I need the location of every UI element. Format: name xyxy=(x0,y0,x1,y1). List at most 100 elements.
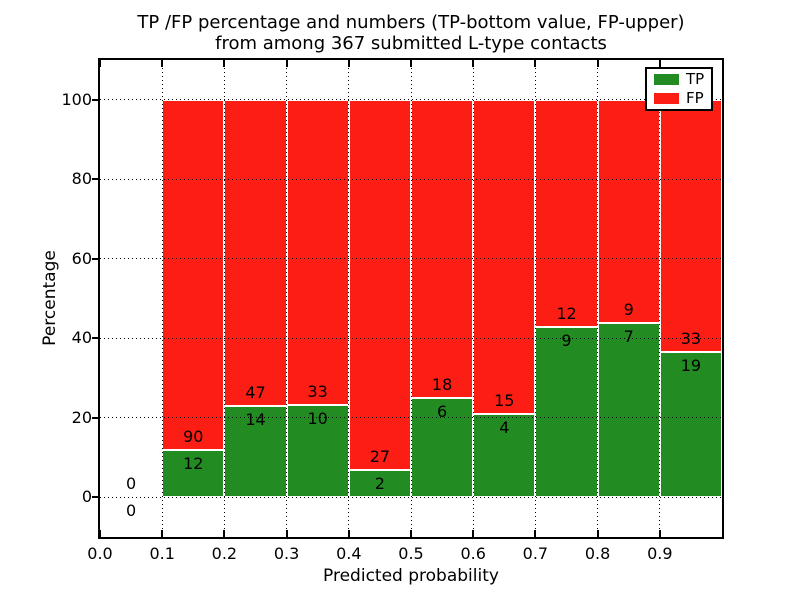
x-tick-top xyxy=(472,60,475,67)
bar-tp-segment xyxy=(597,323,660,498)
x-tick xyxy=(596,530,599,537)
bar-tp-segment xyxy=(411,397,474,498)
y-tick-label: 80 xyxy=(71,169,92,189)
x-tick-top xyxy=(99,60,101,67)
legend-entry-fp: FP xyxy=(654,88,704,107)
tp-color-swatch xyxy=(654,74,679,86)
y-tick-label: 0 xyxy=(81,487,92,507)
y-tick xyxy=(92,98,100,101)
annotation-fp-count: 47 xyxy=(245,383,266,403)
bar-tp-segment xyxy=(535,326,598,498)
annotation-fp-count: 12 xyxy=(556,303,577,323)
x-axis-label: Predicted probability xyxy=(323,566,499,586)
y-tick-label: 40 xyxy=(71,328,92,348)
x-tick-top xyxy=(410,60,412,67)
x-tick-label: 0.6 xyxy=(460,544,486,563)
annotation-tp-count: 0 xyxy=(126,501,137,521)
bar-tp-segment xyxy=(348,469,411,498)
legend-label-fp: FP xyxy=(686,88,704,107)
annotation-tp-count: 19 xyxy=(680,356,702,375)
legend: TP FP xyxy=(645,67,713,111)
x-gridline xyxy=(659,60,661,537)
x-tick-label: 0.7 xyxy=(522,544,549,563)
annotation-tp-count: 7 xyxy=(623,327,634,347)
x-tick-label: 0.8 xyxy=(584,544,611,563)
annotation-tp-count: 9 xyxy=(561,330,572,350)
annotation-tp-count: 12 xyxy=(183,454,204,474)
y-tick-label: 60 xyxy=(71,248,92,268)
x-tick-top xyxy=(596,60,599,67)
bar-fp-segment xyxy=(597,99,660,324)
x-tick xyxy=(410,530,412,537)
bar-fp-segment xyxy=(473,99,536,414)
bar-tp-segment xyxy=(659,352,722,498)
x-tick-label: 0.9 xyxy=(647,544,673,563)
y-gridline xyxy=(100,258,722,260)
x-tick-label: 0.2 xyxy=(211,544,238,563)
bar-fp-segment xyxy=(162,99,225,451)
annotation-tp-count: 2 xyxy=(374,473,385,493)
annotation-tp-count: 14 xyxy=(245,410,266,430)
x-gridline xyxy=(534,60,536,537)
annotation-fp-count: 33 xyxy=(307,381,328,401)
annotation-tp-count: 6 xyxy=(437,401,448,421)
x-tick xyxy=(472,530,475,537)
x-gridline xyxy=(410,60,412,537)
bar-fp-segment xyxy=(286,99,349,405)
x-gridline xyxy=(348,60,350,537)
x-tick-label: 0.4 xyxy=(336,544,362,563)
x-tick-label: 0.1 xyxy=(149,544,175,563)
x-tick-top xyxy=(161,60,164,67)
bar-tp-segment xyxy=(224,406,287,498)
y-tick xyxy=(92,178,100,181)
y-gridline xyxy=(100,337,722,339)
x-tick-label: 0.3 xyxy=(273,544,300,563)
bar-fp-segment xyxy=(348,99,411,470)
x-tick xyxy=(223,530,226,537)
x-tick xyxy=(347,530,350,537)
y-tick-label: 100 xyxy=(61,89,92,109)
annotation-fp-count: 90 xyxy=(183,427,204,447)
x-gridline xyxy=(223,60,225,537)
x-tick xyxy=(99,530,101,537)
chart-title-line1: TP /FP percentage and numbers (TP-bottom… xyxy=(137,12,685,33)
y-tick xyxy=(92,416,100,419)
y-tick xyxy=(92,257,100,260)
x-tick xyxy=(658,530,661,537)
legend-entry-tp: TP xyxy=(654,72,704,87)
y-gridline xyxy=(100,178,722,180)
x-tick-label: 0.0 xyxy=(87,544,113,563)
y-tick xyxy=(92,496,100,499)
bar-fp-segment xyxy=(411,99,474,398)
x-tick-label: 0.5 xyxy=(398,544,424,563)
x-gridline xyxy=(472,60,474,537)
annotation-fp-count: 15 xyxy=(494,390,515,410)
x-gridline xyxy=(286,60,288,537)
annotation-fp-count: 18 xyxy=(431,374,453,394)
annotation-fp-count: 9 xyxy=(623,300,634,320)
annotation-fp-count: 27 xyxy=(369,446,391,466)
annotation-tp-count: 4 xyxy=(499,417,510,437)
x-gridline xyxy=(597,60,599,537)
bar-fp-segment xyxy=(224,99,287,407)
x-tick-top xyxy=(347,60,350,67)
x-tick-top xyxy=(658,60,661,67)
y-gridline xyxy=(100,496,722,498)
y-tick-label: 20 xyxy=(71,407,92,427)
annotation-fp-count: 0 xyxy=(126,474,137,494)
legend-label-tp: TP xyxy=(686,70,705,89)
bar-tp-segment xyxy=(286,404,349,498)
x-tick-top xyxy=(534,60,537,67)
annotation-tp-count: 10 xyxy=(307,408,328,428)
x-tick xyxy=(161,530,164,537)
bar-tp-segment xyxy=(162,450,225,498)
x-tick-top xyxy=(223,60,226,67)
bar-tp-segment xyxy=(473,413,536,498)
bar-fp-segment xyxy=(659,99,722,352)
bar-fp-segment xyxy=(535,99,598,327)
plot-area: 0 0 90 12 47 14 33 10 27 2 18 6 15 4 12 9 9 7 33 19 xyxy=(99,60,722,537)
chart-title-line2: from among 367 submitted L-type contacts xyxy=(215,33,607,54)
fp-color-swatch xyxy=(654,92,679,104)
y-gridline xyxy=(100,417,722,419)
